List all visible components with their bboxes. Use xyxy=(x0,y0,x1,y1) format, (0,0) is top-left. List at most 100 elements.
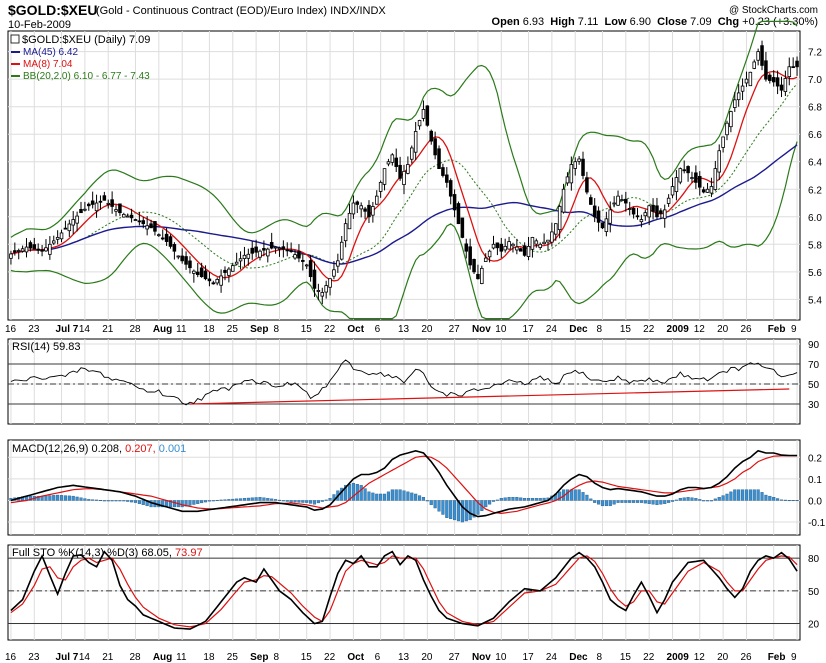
x-tick-label-bottom: 15 xyxy=(301,652,313,663)
candle-up xyxy=(59,232,64,240)
candle-up xyxy=(410,147,414,160)
macd-hist-bar xyxy=(192,500,196,505)
macd-hist-bar xyxy=(270,498,274,501)
candle-up xyxy=(106,202,111,205)
candle-up xyxy=(748,71,753,87)
rsi-y-tick-label: 70 xyxy=(808,360,820,371)
macd-hist-bar xyxy=(320,500,324,502)
candle-up xyxy=(787,66,792,78)
candle-up xyxy=(293,254,297,259)
x-tick-label-bottom: 16 xyxy=(5,652,17,663)
sto-y-tick-label: 80 xyxy=(808,554,820,565)
candle-up xyxy=(550,231,554,243)
x-tick-label-bottom: 22 xyxy=(643,652,655,663)
x-tick-label-bottom: Feb xyxy=(768,652,786,663)
candle-up xyxy=(756,51,760,61)
macd-hist-bar xyxy=(756,489,760,501)
macd-hist-bar xyxy=(538,498,542,501)
rsi-legend: RSI(14) 59.83 xyxy=(12,341,80,353)
macd-hist-bar xyxy=(488,500,492,505)
x-tick-label-bottom: 12 xyxy=(694,652,706,663)
sto-legend-part: 73.97 xyxy=(175,547,203,559)
macd-hist-bar xyxy=(394,489,398,501)
candle-down xyxy=(312,269,317,289)
candle-up xyxy=(713,168,718,190)
price-legend-label: MA(45) 6.42 xyxy=(23,47,78,58)
sto-legend-part: Full STO %K(14,3) %D(3) xyxy=(12,547,141,559)
candle-down xyxy=(771,77,776,83)
candle-up xyxy=(569,164,574,184)
macd-hist-bar xyxy=(783,499,787,501)
x-tick-label: 10 xyxy=(495,324,507,335)
macd-hist-bar xyxy=(102,500,106,502)
macd-hist-bar xyxy=(106,500,110,502)
macd-hist-bar xyxy=(79,497,83,501)
candle-up xyxy=(670,186,675,196)
candle-up xyxy=(320,292,325,297)
macd-hist-bar xyxy=(126,500,130,502)
macd-hist-bar xyxy=(429,500,433,505)
macd-hist-bar xyxy=(468,500,472,521)
candle-up xyxy=(515,246,519,251)
macd-hist-bar xyxy=(460,500,464,523)
candle-down xyxy=(289,250,293,253)
macd-hist-bar xyxy=(71,495,75,501)
macd-hist-bar xyxy=(425,500,429,502)
candle-down xyxy=(184,256,188,265)
x-tick-label: Oct xyxy=(347,324,364,335)
candle-up xyxy=(534,240,539,245)
candle-up xyxy=(343,223,348,242)
candle-up xyxy=(546,239,550,243)
macd-hist-bar xyxy=(612,500,616,505)
candle-down xyxy=(32,244,37,250)
macd-hist-bar xyxy=(581,492,585,501)
macd-hist-bar xyxy=(59,495,64,501)
macd-hist-bar xyxy=(507,497,511,501)
candle-down xyxy=(764,60,768,80)
candle-down xyxy=(250,247,254,254)
macd-hist-bar xyxy=(729,491,733,501)
x-tick-label: 6 xyxy=(375,324,381,335)
candle-up xyxy=(273,246,278,249)
x-tick-label-bottom: Oct xyxy=(347,652,364,663)
candle-down xyxy=(281,246,286,250)
x-tick-label: 20 xyxy=(421,324,433,335)
macd-hist-bar xyxy=(285,500,289,502)
macd-hist-bar xyxy=(122,500,126,502)
candle-up xyxy=(44,247,48,252)
macd-hist-bar xyxy=(682,497,686,501)
macd-hist-bar xyxy=(748,489,752,501)
candle-up xyxy=(608,209,613,224)
macd-hist-bar xyxy=(161,500,165,508)
x-tick-label: 22 xyxy=(324,324,336,335)
candle-down xyxy=(460,217,465,238)
x-tick-label-bottom: Aug xyxy=(153,652,172,663)
candle-down xyxy=(635,215,640,218)
candle-down xyxy=(285,249,290,252)
candle-up xyxy=(125,215,130,218)
macd-hist-bar xyxy=(254,497,258,501)
candle-up xyxy=(55,237,60,240)
candle-up xyxy=(386,161,391,165)
candle-down xyxy=(425,105,430,126)
macd-hist-bar xyxy=(635,500,640,503)
candle-up xyxy=(530,237,535,250)
macd-hist-bar xyxy=(620,500,624,503)
x-tick-label: 28 xyxy=(129,324,141,335)
chart-description: (Gold - Continuous Contract (EOD)/Euro I… xyxy=(96,5,386,17)
candle-up xyxy=(227,268,231,276)
macd-hist-bar xyxy=(569,489,573,501)
x-tick-label: Dec xyxy=(569,324,588,335)
open-label: Open xyxy=(491,16,520,28)
macd-hist-bar xyxy=(44,495,48,501)
candle-up xyxy=(491,243,496,249)
candle-up xyxy=(390,154,395,163)
macd-hist-bar xyxy=(593,500,597,503)
macd-hist-bar xyxy=(604,500,608,507)
macd-y-tick-label: 0.2 xyxy=(808,453,822,464)
x-tick-label-bottom: 8 xyxy=(273,652,279,663)
macd-hist-bar xyxy=(484,500,488,508)
candle-up xyxy=(242,254,247,259)
candle-down xyxy=(697,175,702,188)
